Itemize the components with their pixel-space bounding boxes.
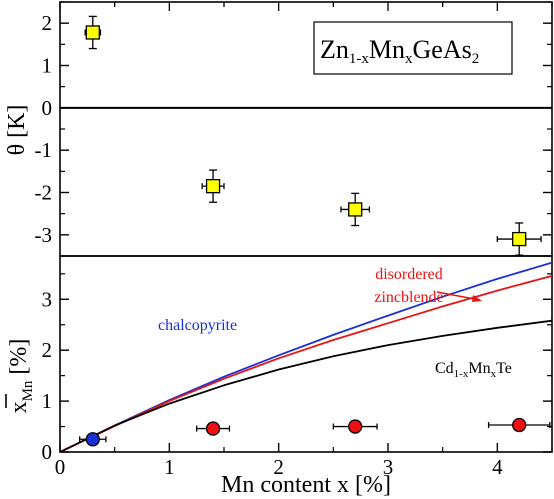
ylabel-unit: [%]: [6, 339, 32, 375]
top-panel: 210-1-2-3 Zn1-xMnxGeAs2 θ [K]: [4, 1, 553, 257]
cd-label: Cd: [435, 360, 454, 377]
series-label-cdmnte: Cd1-xMnxTe: [435, 360, 512, 380]
bottom-y-tick-label: 2: [42, 338, 53, 362]
top-y-tick-label: 0: [42, 96, 53, 120]
x-axis-label: Mn content x [%]: [221, 472, 391, 498]
bottom-point-circle: [85, 432, 100, 447]
bottom-point-circle: [512, 417, 527, 433]
bottom-y-ticks: 0 1 2 3: [42, 273, 552, 464]
bottom-panel-frame: [59, 255, 553, 453]
top-y-tick-label: -2: [35, 181, 53, 205]
top-y-tick-label: 2: [42, 11, 53, 35]
bottom-y-tick-label: 1: [42, 389, 53, 413]
top-point-square: [348, 202, 363, 217]
top-y-axis-label: θ [K]: [4, 105, 30, 156]
legend-zn: Zn: [320, 35, 349, 64]
top-y-tick-label: -1: [35, 138, 53, 162]
bottom-x-tick-label: 3: [383, 455, 394, 479]
ylabel-sub: Mn: [20, 380, 36, 401]
bottom-point-circle: [348, 419, 363, 434]
top-y-tick-label: -3: [35, 223, 53, 247]
series-label-disordered: disordered: [375, 266, 443, 283]
legend-ge: GeAs: [413, 35, 472, 64]
bottom-lines: [59, 261, 553, 453]
legend-box-frame: [313, 21, 513, 75]
legend-sub2: x: [405, 51, 413, 67]
bottom-x-tick-label: 0: [55, 455, 66, 479]
bottom-x-ticks: 0 1 2 3 4: [55, 443, 553, 479]
top-point-square: [512, 231, 527, 247]
bottom-y-axis-label: xMn [%]: [5, 339, 36, 414]
bottom-y-axis-label-text: xMn [%]: [6, 339, 36, 414]
top-point-square: [205, 178, 221, 194]
bottom-panel: 0 1 2 3 0 1 2 3 4 disordered zincblende chalcop…: [5, 255, 553, 498]
legend-formula: Zn1-xMnxGeAs2: [320, 35, 479, 67]
bottom-y-tick-label: 0: [42, 440, 53, 464]
bottom-points: [79, 417, 551, 447]
cd-mn: Mn: [468, 360, 490, 377]
bottom-y-tick-label: 3: [42, 287, 53, 311]
legend-mn: Mn: [369, 35, 405, 64]
series-label-chalcopyrite: chalcopyrite: [158, 317, 237, 334]
series-label-zincblende: zincblende: [374, 289, 443, 306]
ylabel-main: x: [6, 401, 32, 413]
top-x-ticks: [59, 2, 553, 11]
legend-sub3: 2: [472, 51, 480, 67]
bottom-point-circle: [205, 421, 221, 436]
top-legend-box: Zn1-xMnxGeAs2: [313, 21, 513, 75]
top-point-square: [85, 25, 100, 40]
cd-te: Te: [496, 360, 512, 377]
bottom-x-tick-label: 2: [273, 455, 284, 479]
series-line-cdmnte: [59, 319, 553, 453]
series-line-chalcopyrite: [59, 261, 553, 453]
series-arrow-head: [472, 295, 482, 302]
bottom-x-tick-label: 1: [164, 455, 175, 479]
top-y-tick-label: 1: [42, 54, 53, 78]
cd-sub2: x: [491, 368, 497, 380]
cd-sub1: 1-x: [454, 368, 469, 380]
legend-sub1: 1-x: [349, 51, 369, 67]
top-points: [84, 15, 542, 256]
top-y-ticks: 2 1 0 -1 -2 -3: [35, 1, 552, 257]
bottom-x-tick-label: 4: [492, 455, 503, 479]
